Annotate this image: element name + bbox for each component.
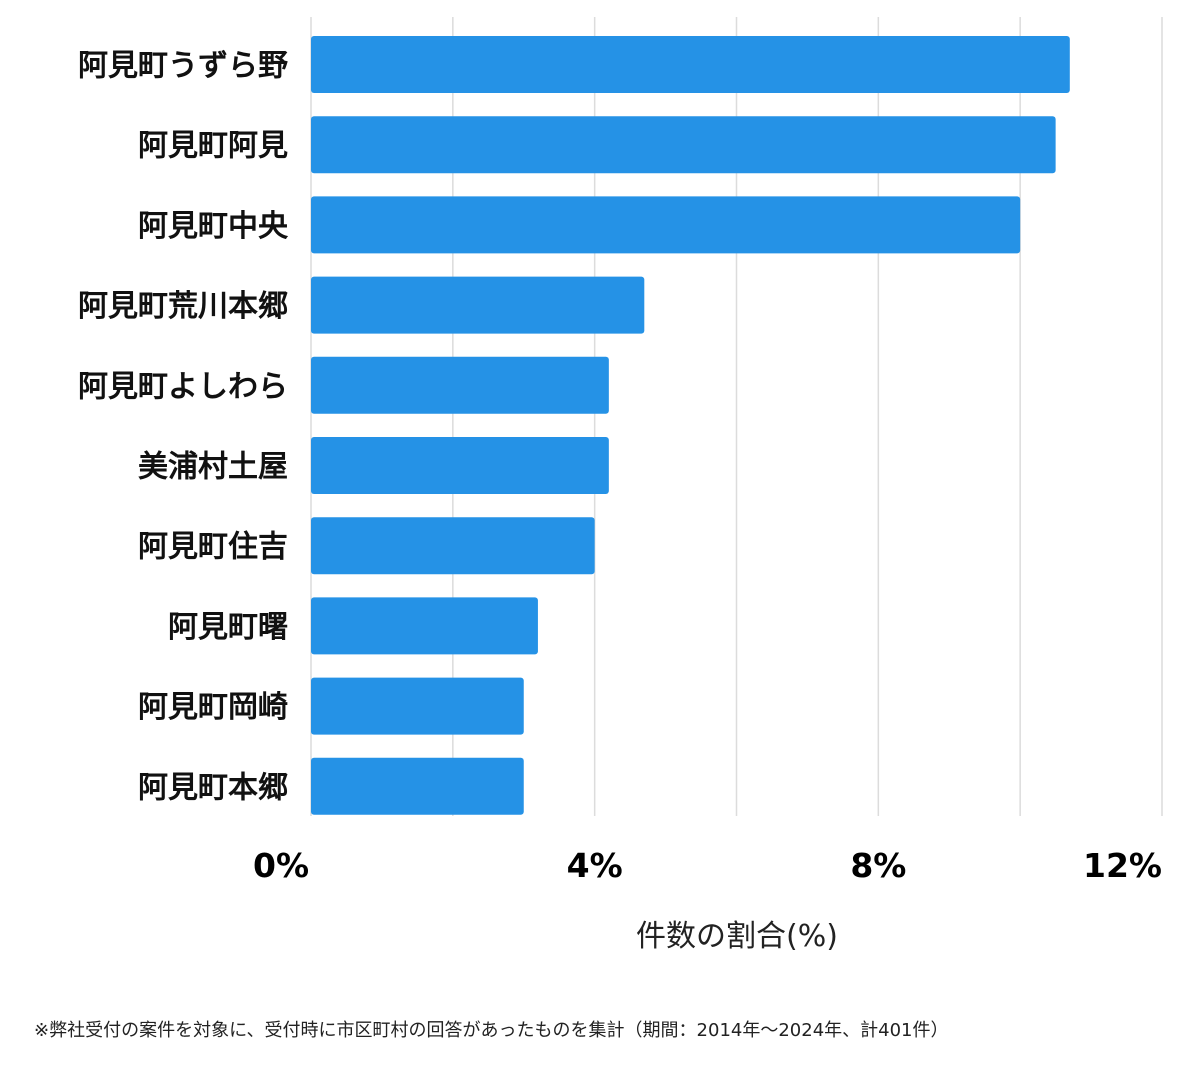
- category-label: 阿見町住吉: [138, 530, 288, 565]
- x-tick-labels: 0% 4% 8% 12%: [253, 846, 1162, 885]
- category-label: 阿見町荒川本郷: [78, 289, 288, 324]
- bar: [311, 36, 1070, 93]
- bars: [311, 36, 1070, 815]
- category-label: 阿見町岡崎: [138, 690, 288, 725]
- bar: [311, 276, 645, 334]
- bar: [311, 437, 609, 494]
- x-tick-label: 4%: [567, 846, 623, 885]
- category-labels: 阿見町うずら野阿見町阿見阿見町中央阿見町荒川本郷阿見町よしわら美浦村土屋阿見町住…: [78, 49, 289, 806]
- bar: [311, 757, 524, 815]
- x-axis-title: 件数の割合(%): [636, 919, 838, 954]
- category-label: 阿見町本郷: [138, 770, 288, 805]
- bar: [311, 356, 609, 414]
- bar: [311, 677, 524, 735]
- footnote: ※弊社受付の案件を対象に、受付時に市区町村の回答があったものを集計（期間：201…: [34, 1020, 949, 1041]
- x-tick-label: 8%: [850, 846, 906, 885]
- bar: [311, 517, 595, 575]
- bar: [311, 196, 1021, 254]
- category-label: 阿見町うずら野: [78, 49, 288, 84]
- category-label: 阿見町中央: [138, 209, 289, 244]
- bar: [311, 116, 1056, 174]
- category-label: 阿見町阿見: [138, 129, 288, 164]
- x-tick-label: 12%: [1083, 846, 1162, 885]
- bar-chart: 阿見町うずら野阿見町阿見阿見町中央阿見町荒川本郷阿見町よしわら美浦村土屋阿見町住…: [78, 17, 1163, 954]
- bar: [311, 597, 538, 655]
- category-label: 阿見町曙: [168, 610, 288, 645]
- category-label: 阿見町よしわら: [78, 369, 288, 404]
- category-label: 美浦村土屋: [138, 450, 288, 485]
- x-tick-label: 0%: [253, 846, 309, 885]
